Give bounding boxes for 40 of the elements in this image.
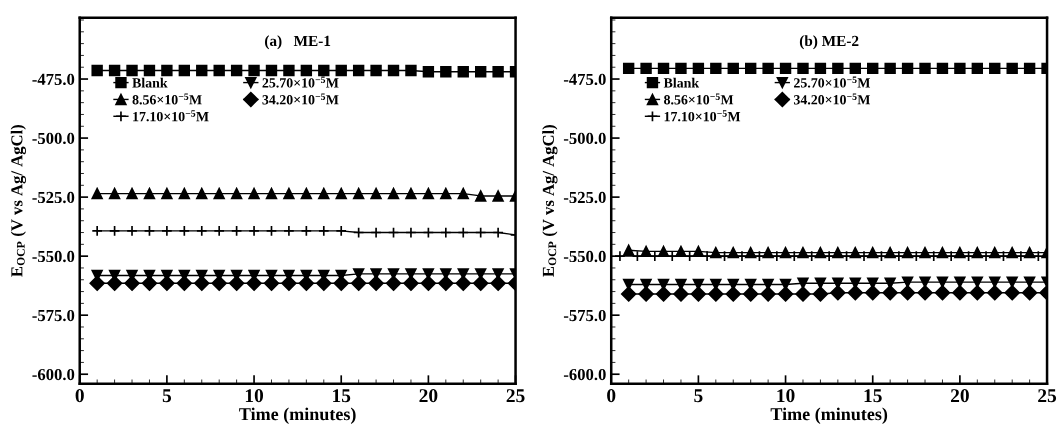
text: (b) ME-2 (799, 35, 859, 50)
legend-label: 25.70×10$^{−5}$M (794, 76, 871, 88)
y-tick-label: -550.0 (32, 250, 75, 263)
y-tick-label: -550.0 (563, 250, 606, 263)
legend-label: 34.20×10$^{−5}$M (793, 93, 871, 105)
y-axis-title: E$_{OCP}$ (V vs Ag/ AgCl) (10, 124, 26, 277)
x-tick-label: 25 (506, 389, 525, 403)
legend-label: 17.10×10$^{−5}$M (133, 110, 209, 122)
y-tick-label: -600.0 (563, 368, 606, 381)
x-axis-title: Time (minutes) (239, 407, 356, 424)
y-tick-label: -500.0 (563, 132, 606, 145)
legend-label: 17.10×10$^{−5}$M (664, 110, 741, 122)
x-tick-label: 0 (607, 389, 616, 403)
y-tick-label: -525.0 (563, 191, 606, 204)
x-tick-label: 15 (864, 389, 882, 403)
y-tick-label: -600.0 (32, 368, 75, 381)
y-tick-label: -500.0 (32, 132, 75, 145)
x-tick-label: 25 (1038, 389, 1057, 403)
x-axis-title: Time (minutes) (770, 407, 888, 424)
legend-label: Blank (132, 77, 168, 88)
x-tick-label: 20 (419, 389, 438, 403)
x-tick-label: 10 (245, 389, 264, 403)
text: (a) ME-1 (265, 35, 331, 50)
y-tick-label: -475.0 (32, 73, 75, 86)
x-tick-label: 5 (694, 389, 703, 403)
legend-label: 8.56×10$^{−5}$M (664, 93, 734, 105)
legend-label: Blank (663, 77, 700, 88)
legend-label: 25.70×10$^{−5}$M (262, 76, 339, 88)
x-tick-label: 15 (333, 389, 351, 403)
y-tick-label: -575.0 (563, 309, 606, 322)
x-tick-label: 20 (950, 389, 969, 403)
x-tick-label: 10 (777, 389, 795, 403)
y-tick-label: -475.0 (563, 73, 606, 86)
legend-label: 8.56×10$^{−5}$M (132, 93, 202, 105)
y-tick-label: -575.0 (32, 309, 75, 322)
y-axis-title: E$_{OCP}$ (V vs Ag/ AgCl) (542, 124, 558, 277)
x-tick-label: 0 (75, 389, 84, 403)
legend-label: 34.20×10$^{−5}$M (262, 93, 339, 105)
x-tick-label: 5 (162, 389, 172, 403)
y-tick-label: -525.0 (32, 191, 75, 204)
